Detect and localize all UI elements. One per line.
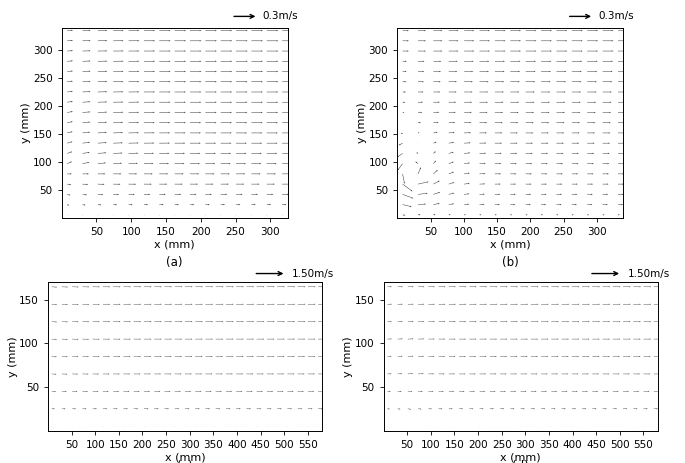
Y-axis label: y (mm): y (mm) (8, 336, 18, 377)
Text: 0.3m/s: 0.3m/s (599, 12, 634, 21)
Text: 1.50m/s: 1.50m/s (292, 269, 334, 279)
X-axis label: x (mm): x (mm) (154, 239, 195, 250)
Y-axis label: y (mm): y (mm) (357, 102, 367, 143)
X-axis label: x (mm): x (mm) (500, 452, 541, 463)
Y-axis label: y (mm): y (mm) (21, 102, 32, 143)
Text: (d): (d) (512, 460, 529, 463)
X-axis label: x (mm): x (mm) (490, 239, 531, 250)
Text: 1.50m/s: 1.50m/s (627, 269, 670, 279)
Y-axis label: y (mm): y (mm) (343, 336, 353, 377)
Text: 0.3m/s: 0.3m/s (263, 12, 299, 21)
Text: (c): (c) (177, 460, 192, 463)
Text: (a): (a) (166, 256, 183, 269)
Text: (b): (b) (502, 256, 519, 269)
X-axis label: x (mm): x (mm) (164, 452, 206, 463)
